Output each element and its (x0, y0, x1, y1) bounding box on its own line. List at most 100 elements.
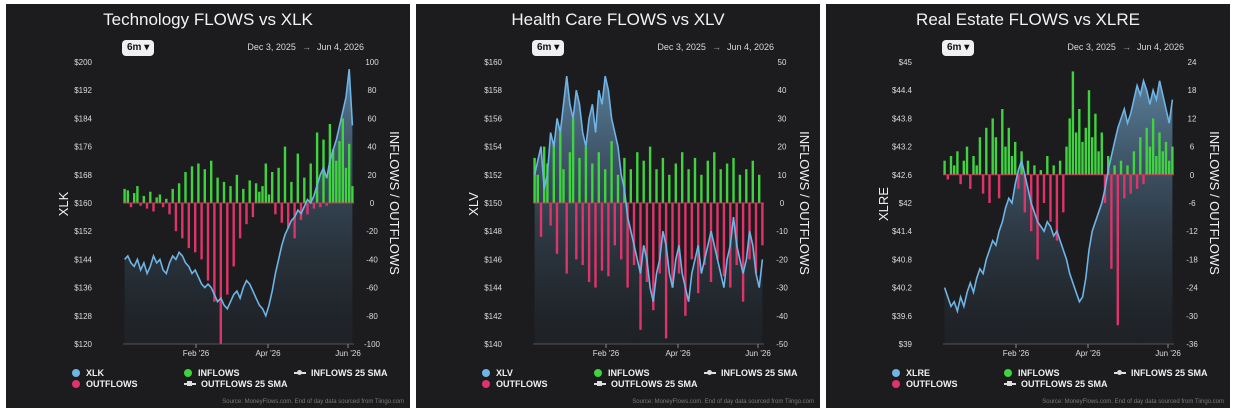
outflow-bar (632, 203, 636, 265)
inflow-bar (693, 157, 697, 203)
legend-item-inflows[interactable]: INFLOWS (594, 368, 650, 378)
flow-tick-label: 10 (778, 171, 787, 180)
legend-item-outflows-sma[interactable]: OUTFLOWS 25 SMA (1004, 379, 1108, 389)
price-tick-label: $146 (484, 255, 502, 264)
price-dot-icon (892, 369, 900, 377)
price-tick-label: $158 (484, 86, 502, 95)
inflow-bar (1068, 118, 1071, 175)
legend-label: INFLOWS 25 SMA (721, 368, 798, 378)
inflow-bar (623, 157, 626, 203)
chart-panel-technology: Technology FLOWS vs XLK 6m ▾ Dec 3, 2025… (6, 4, 410, 408)
outflow-bar (981, 174, 985, 194)
legend-item-outflows[interactable]: OUTFLOWS (482, 379, 548, 389)
chart-panel-health-care: Health Care FLOWS vs XLV 6m ▾ Dec 3, 202… (416, 4, 820, 408)
inflow-bar (578, 157, 581, 203)
inflow-bar (562, 169, 565, 203)
inflow-bar (1081, 141, 1084, 175)
legend-item-outflows[interactable]: OUTFLOWS (892, 379, 958, 389)
flow-tick-label: 0 (1190, 171, 1195, 180)
y-axis-title: XLK (56, 191, 71, 216)
inflow-bar (661, 157, 665, 203)
inflow-bar (943, 160, 946, 175)
legend-item-inflows-sma[interactable]: INFLOWS 25 SMA (704, 368, 798, 378)
outflows-dot-icon (482, 380, 490, 388)
inflows-dot-icon (594, 369, 602, 377)
inflow-bar (254, 183, 258, 203)
inflow-bar (725, 163, 729, 203)
chart-title: Real Estate FLOWS vs XLRE (916, 10, 1140, 29)
date-range[interactable]: Dec 3, 2025 → Jun 4, 2026 (247, 42, 364, 52)
inflow-bar (1126, 165, 1129, 175)
inflows-dot-icon (184, 369, 192, 377)
date-end: Jun 4, 2026 (316, 42, 364, 52)
inflow-bar (636, 152, 639, 203)
legend-item-inflows-sma[interactable]: INFLOWS 25 SMA (1114, 368, 1208, 378)
legend-item-outflows-sma[interactable]: OUTFLOWS 25 SMA (594, 379, 698, 389)
legend-item-price[interactable]: XLRE (892, 368, 930, 378)
outflow-bar (226, 203, 229, 295)
x-tick-label: Feb '26 (1003, 349, 1030, 358)
range-dropdown-button[interactable]: 6m ▾ (942, 40, 975, 56)
chevron-down-icon: ▾ (964, 42, 970, 53)
price-tick-label: $160 (484, 58, 502, 67)
outflow-bar (219, 203, 222, 344)
price-tick-label: $45 (899, 58, 913, 67)
inflow-bar (962, 160, 965, 175)
price-tick-label: $43.8 (892, 114, 913, 123)
outflow-bar (1036, 174, 1039, 260)
chart-panel-real-estate: Real Estate FLOWS vs XLRE 6m ▾ Dec 3, 20… (826, 4, 1230, 408)
outflow-bar (613, 203, 616, 246)
outflow-bar (761, 203, 764, 246)
outflow-bar (174, 203, 178, 232)
legend-item-outflows[interactable]: OUTFLOWS (72, 379, 138, 389)
flow-tick-label: 6 (1190, 143, 1195, 152)
outflow-bar (690, 203, 693, 260)
inflow-bar (543, 146, 546, 203)
price-tick-label: $152 (484, 171, 502, 180)
price-tick-label: $200 (74, 58, 92, 67)
outflow-bar (129, 203, 133, 208)
legend-item-price[interactable]: XLV (482, 368, 513, 378)
inflow-bar (296, 153, 299, 203)
inflow-bar (751, 160, 754, 203)
x-tick-label: Apr '26 (1075, 349, 1101, 358)
inflow-bar (190, 166, 194, 203)
inflow-bar (1091, 137, 1094, 175)
x-tick-label: Jun '26 (1155, 349, 1181, 358)
chevron-down-icon: ▾ (554, 42, 560, 53)
legend-item-inflows[interactable]: INFLOWS (1004, 368, 1060, 378)
inflow-bar (629, 169, 632, 203)
outflow-bar (626, 203, 629, 288)
inflow-bar (338, 141, 341, 203)
inflow-bar (1113, 165, 1116, 175)
chart-plot: $200 $192 $184 $176 $168 $160 $152 $144 $136 $128… (56, 58, 402, 358)
date-end: Jun 4, 2026 (726, 42, 774, 52)
range-label: 6m (537, 42, 552, 53)
flow-tick-label: -100 (364, 340, 381, 349)
range-dropdown-button[interactable]: 6m ▾ (122, 40, 155, 56)
price-tick-label: $168 (74, 171, 92, 180)
date-range[interactable]: Dec 3, 2025 → Jun 4, 2026 (1067, 42, 1184, 52)
inflow-bar (1065, 146, 1068, 175)
outflow-bar (1116, 174, 1119, 326)
range-dropdown-button[interactable]: 6m ▾ (532, 40, 565, 56)
inflow-bar (283, 146, 287, 203)
inflow-bar (536, 174, 539, 203)
inflow-bar (1168, 160, 1171, 175)
inflow-bar (1033, 165, 1036, 175)
inflow-bar (1155, 156, 1158, 175)
inflow-bar (681, 152, 684, 203)
legend-item-inflows[interactable]: INFLOWS (184, 368, 240, 378)
inflow-bar (1164, 141, 1168, 175)
outflow-bar (620, 203, 623, 260)
outflow-bar (287, 203, 290, 229)
legend-item-price[interactable]: XLK (72, 368, 104, 378)
legend-item-inflows-sma[interactable]: INFLOWS 25 SMA (294, 368, 388, 378)
inflow-bar (604, 169, 607, 203)
legend-item-outflows-sma[interactable]: OUTFLOWS 25 SMA (184, 379, 288, 389)
price-tick-label: $144 (484, 284, 502, 293)
price-tick-label: $142 (484, 312, 502, 321)
date-range[interactable]: Dec 3, 2025 → Jun 4, 2026 (657, 42, 774, 52)
inflow-bar (994, 137, 998, 175)
inflow-bar (149, 191, 152, 203)
